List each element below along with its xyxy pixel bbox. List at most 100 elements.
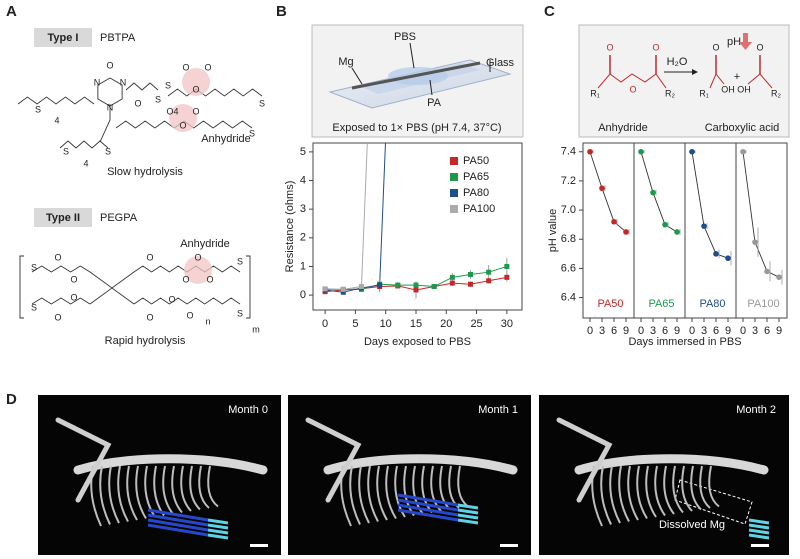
x-tick-label: 0 — [689, 325, 695, 337]
atom-label: R₁ — [590, 88, 600, 98]
rib — [645, 465, 657, 518]
mg-implant-tip — [207, 533, 229, 540]
atom-label: OH — [737, 84, 751, 94]
y-axis-label: Resistance (ohms) — [284, 181, 296, 273]
facet — [587, 148, 630, 235]
atom-label: R₂ — [771, 88, 781, 98]
data-point — [713, 251, 719, 257]
x-tick-label: 6 — [662, 325, 668, 337]
scheme-caption: Carboxylic acid — [705, 122, 780, 134]
atom-label: O — [54, 252, 61, 262]
ph-arrow — [743, 33, 748, 42]
legend-label: PA65 — [463, 171, 489, 183]
type-tag: Type I — [48, 32, 79, 44]
plus: + — [734, 71, 740, 83]
atom-label: R₁ — [699, 88, 709, 98]
data-point — [776, 274, 782, 280]
atom-label: O — [192, 106, 199, 116]
rib — [367, 465, 379, 522]
facet — [689, 148, 732, 266]
scheme-caption: Anhydride — [598, 122, 648, 134]
caption: Slow hydrolysis — [107, 166, 183, 178]
x-tick-label: 9 — [674, 325, 680, 337]
panel-letter: B — [276, 3, 287, 20]
facet-label: PA80 — [699, 298, 725, 310]
atom-label: O — [712, 42, 719, 52]
scale-bar — [250, 544, 268, 547]
x-tick-label: 0 — [740, 325, 746, 337]
atom-label: O — [54, 312, 61, 322]
data-point — [623, 229, 629, 235]
y-tick-label: 2 — [300, 232, 306, 244]
x-tick-label: 3 — [650, 325, 656, 337]
panel-letter: D — [6, 391, 17, 408]
scheme-label: PA — [427, 97, 442, 109]
atom-label: N — [94, 77, 101, 87]
mg-implant — [397, 503, 459, 517]
ph-arrow-head — [739, 42, 752, 50]
atom-label: S — [165, 80, 171, 90]
x-tick-label: 15 — [410, 318, 422, 330]
dissolved-region — [674, 479, 753, 525]
type-tag-box — [34, 28, 92, 47]
bond — [19, 255, 24, 319]
atom-label: S — [31, 302, 37, 312]
facet-label: PA100 — [747, 298, 779, 310]
x-tick-label: 3 — [701, 325, 707, 337]
scale-bar — [751, 544, 769, 547]
rib — [162, 465, 174, 515]
mg-implant — [397, 508, 459, 522]
caption: Rapid hydrolysis — [105, 335, 186, 347]
legend-swatch — [450, 205, 458, 213]
atom-label: n — [205, 316, 210, 326]
atom-label: 4 — [54, 115, 59, 125]
y-tick-label: 7.2 — [561, 175, 576, 187]
atom-label: O — [179, 120, 186, 130]
data-point — [764, 268, 770, 275]
y-tick-label: 0 — [300, 289, 306, 301]
rib — [189, 465, 201, 511]
data-point — [599, 185, 605, 192]
highlight-label: Anhydride — [201, 133, 251, 145]
atom-label: O — [182, 62, 189, 72]
bond — [99, 104, 111, 143]
atom-label: O — [146, 312, 153, 322]
rib — [600, 465, 612, 525]
rib — [412, 465, 424, 515]
scheme-label: PBS — [394, 31, 416, 43]
bond — [17, 96, 95, 105]
mg-implant-tip — [748, 518, 770, 525]
facet-frame — [684, 142, 737, 319]
limb — [55, 417, 112, 503]
rib — [708, 465, 720, 508]
atom-label: O — [146, 252, 153, 262]
mg-implant — [147, 518, 209, 532]
x-tick-label: 6 — [713, 325, 719, 337]
atom-label: S — [237, 308, 243, 318]
atom-label: O — [134, 98, 141, 108]
atom-label: 4 — [83, 158, 88, 168]
bond — [31, 265, 91, 273]
pointer — [429, 79, 433, 96]
pointer — [409, 42, 415, 69]
mg-implant-tip — [207, 528, 229, 535]
legend-label: PA80 — [463, 187, 489, 199]
rib — [198, 465, 210, 509]
atom-label: O — [194, 252, 201, 262]
rib — [358, 465, 370, 524]
mg-implant-tip — [457, 508, 479, 515]
rib — [376, 465, 388, 521]
atom-label: O — [168, 294, 175, 304]
atom-label: S — [105, 146, 111, 156]
x-tick-label: 3 — [599, 325, 605, 337]
x-tick-label: 6 — [611, 325, 617, 337]
legend-label: PA100 — [463, 203, 495, 215]
mg-implant — [147, 508, 209, 522]
x-tick-label: 0 — [638, 325, 644, 337]
atom-label: O — [186, 310, 193, 320]
rib — [672, 465, 684, 514]
series-line — [325, 143, 386, 293]
data-point — [486, 278, 492, 284]
atom-label: S — [249, 128, 255, 138]
